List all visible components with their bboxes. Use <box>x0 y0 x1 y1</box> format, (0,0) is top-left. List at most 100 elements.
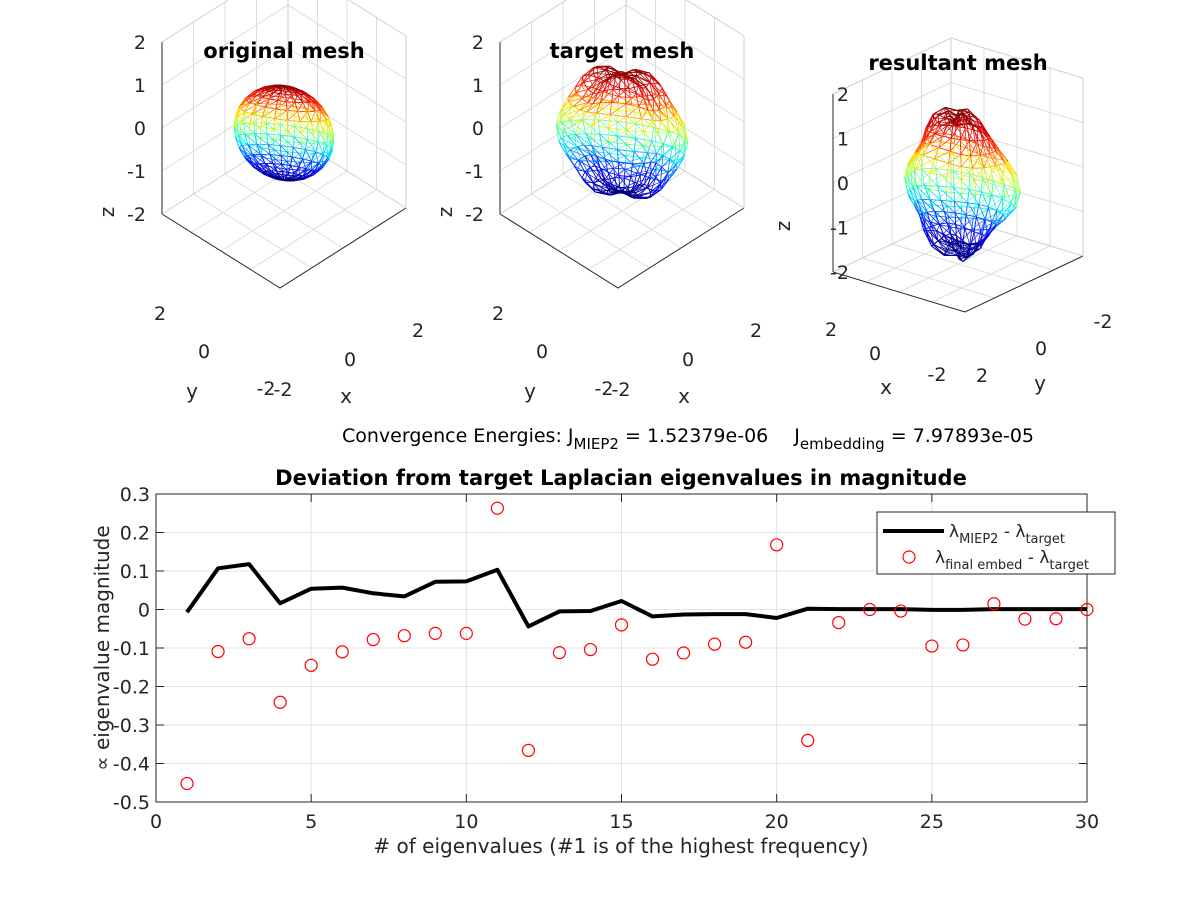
z-tick-label: 0 <box>134 118 146 140</box>
left-axis-tick-label: 0 <box>198 341 210 363</box>
data-point-final-embed <box>552 646 567 660</box>
right-axis-tick-label: 2 <box>750 320 762 342</box>
legend-entry-final-embed: λfinal embed - λtarget <box>935 548 1089 573</box>
data-point-final-embed <box>801 733 815 748</box>
subplot-title: original mesh <box>203 39 364 63</box>
data-point-final-embed <box>707 637 722 651</box>
data-point-final-embed <box>490 501 504 515</box>
x-tick-label: 20 <box>765 811 789 833</box>
mesh-wireframe <box>904 106 1021 262</box>
z-tick-label: 2 <box>837 84 849 106</box>
left-axis-tick-label: 2 <box>825 319 837 341</box>
z-tick-label: 2 <box>472 32 484 54</box>
z-axis-label: z <box>95 207 119 218</box>
data-point-final-embed <box>1018 612 1032 626</box>
legend-box <box>876 511 1116 575</box>
legend-entry-miep2: λMIEP2 - λtarget <box>949 522 1065 547</box>
x-tick-label: 25 <box>920 811 944 833</box>
data-point-final-embed <box>1049 612 1063 626</box>
z-axis-label: z <box>771 221 795 232</box>
data-point-final-embed <box>583 642 598 657</box>
x-axis-label: # of eigenvalues (#1 is of the highest f… <box>373 834 868 858</box>
x-tick-label: 10 <box>454 811 478 833</box>
data-point-final-embed <box>676 646 691 660</box>
right-axis-label: x <box>678 384 690 408</box>
x-axis-ticks: 0 5 10 15 20 25 30 <box>150 494 1099 833</box>
left-axis-tick-label: -2 <box>928 364 947 386</box>
data-point-final-embed <box>894 604 908 618</box>
y-tick-label: -0.3 <box>113 715 150 737</box>
left-axis-tick-label: 0 <box>536 341 548 363</box>
z-tick-label: -2 <box>830 262 849 284</box>
y-tick-label: 0.3 <box>120 484 150 506</box>
data-point-final-embed <box>739 635 753 649</box>
data-point-final-embed <box>832 615 846 630</box>
subplot-2: target mesh 2 1 0 -1 -2 z 2 0 -2 y -2 0 2 x <box>433 0 762 408</box>
data-point-final-embed <box>459 626 473 640</box>
x-tick-label: 0 <box>150 811 162 833</box>
y-tick-label: -0.2 <box>113 677 150 699</box>
y-tick-label: -0.5 <box>113 792 150 814</box>
x-tick-label: 15 <box>609 811 633 833</box>
data-point-final-embed <box>242 632 256 646</box>
data-point-final-embed <box>335 645 349 659</box>
data-point-final-embed <box>397 629 411 643</box>
axes-box-3d <box>832 37 1084 313</box>
right-axis-tick-label: 0 <box>682 349 694 371</box>
data-point-final-embed <box>211 644 225 659</box>
y-axis-ticks: 0.3 0.2 0.1 0 -0.1 -0.2 -0.3 -0.4 -0.5 <box>113 484 1087 814</box>
z-tick-label: -1 <box>465 161 484 183</box>
z-tick-label: -2 <box>127 204 146 226</box>
mesh-wireframe <box>233 84 335 182</box>
data-point-final-embed <box>180 776 194 791</box>
legend-marker-swatch <box>902 550 916 564</box>
y-tick-label: 0.1 <box>120 561 150 583</box>
x-tick-label: 5 <box>305 811 317 833</box>
data-point-final-embed <box>304 658 318 672</box>
right-axis-tick-label: 2 <box>412 320 424 342</box>
right-axis-tick-label: 0 <box>344 349 356 371</box>
convergence-energies: Convergence Energies: JMIEP2 = 1.52379e-… <box>342 425 1034 453</box>
z-tick-label: 0 <box>472 118 484 140</box>
z-tick-label: 1 <box>837 129 849 151</box>
eigenvalue-deviation-chart: Deviation from target Laplacian eigenval… <box>90 466 1116 858</box>
z-tick-label: 0 <box>837 173 849 195</box>
z-tick-label: -1 <box>830 218 849 240</box>
data-point-final-embed <box>770 538 784 552</box>
data-point-final-embed <box>925 639 939 653</box>
left-axis-tick-label: -2 <box>257 378 276 400</box>
z-axis-label: z <box>433 207 457 218</box>
right-axis-label: y <box>1034 371 1046 395</box>
chart-grid <box>155 493 1088 803</box>
subplot-3: resultant mesh 2 1 0 -1 -2 z 2 0 -2 x 2 0 -2 y <box>771 37 1113 399</box>
right-axis-tick-label: 2 <box>976 365 988 387</box>
right-axis-tick-label: -2 <box>1094 311 1113 333</box>
data-point-final-embed <box>645 652 660 666</box>
y-tick-label: 0.2 <box>120 523 150 545</box>
legend: λMIEP2 - λtarget λfinal embed - λtarget <box>876 511 1116 575</box>
data-point-final-embed <box>956 638 970 652</box>
left-axis-tick-label: 0 <box>869 343 881 365</box>
chart-title: Deviation from target Laplacian eigenval… <box>275 466 967 490</box>
data-point-final-embed <box>428 626 442 640</box>
right-axis-tick-label: -2 <box>274 379 293 401</box>
left-axis-tick-label: 2 <box>492 303 504 325</box>
z-tick-label: 1 <box>472 75 484 97</box>
series-final-embed-markers <box>180 501 1094 791</box>
left-axis-label: y <box>524 379 536 403</box>
z-tick-label: -1 <box>127 161 146 183</box>
data-point-final-embed <box>366 632 380 647</box>
x-tick-label: 30 <box>1075 811 1099 833</box>
subplot-1: original mesh 2 1 0 -1 -2 z 2 0 -2 y -2 0 2 x <box>95 0 424 408</box>
y-tick-label: 0 <box>138 600 150 622</box>
data-point-final-embed <box>1080 602 1094 617</box>
subplot-title: resultant mesh <box>868 51 1047 75</box>
series-miep2-line <box>185 562 1087 629</box>
right-axis-tick-label: -2 <box>612 379 631 401</box>
subplot-title: target mesh <box>550 39 695 63</box>
y-axis-label: ∝ eigenvalue magnitude <box>90 525 114 770</box>
y-tick-label: -0.1 <box>113 638 150 660</box>
data-point-final-embed <box>273 695 287 709</box>
data-point-final-embed <box>863 602 877 617</box>
